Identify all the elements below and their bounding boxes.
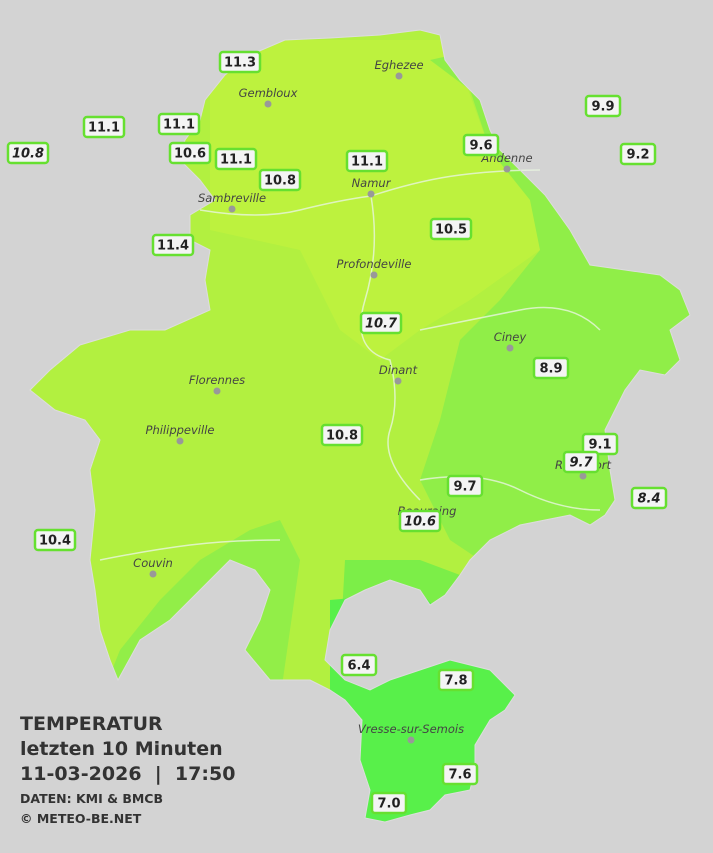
station-box [340, 653, 378, 677]
city-dot [367, 190, 375, 198]
station-value: 7.6 [448, 768, 471, 783]
station-box [532, 356, 570, 380]
city-label: Sambreville [198, 191, 266, 205]
station-value: 9.7 [569, 456, 593, 471]
city-dot [394, 377, 402, 385]
station-value: 10.5 [435, 223, 467, 238]
station-box [82, 115, 126, 139]
city-label: Profondeville [337, 257, 412, 271]
station-box [33, 528, 77, 552]
city-dot [503, 165, 511, 173]
city-dot [579, 472, 587, 480]
station-value: 11.1 [88, 121, 120, 136]
station-value: 10.8 [326, 429, 358, 444]
station-box [581, 432, 619, 456]
station-box [462, 133, 500, 157]
station-box [218, 50, 262, 74]
legend-title: TEMPERATUR [20, 713, 163, 735]
city-dot [506, 344, 514, 352]
station-value: 9.1 [588, 438, 611, 453]
station-value: 10.4 [39, 534, 71, 549]
station-value: 9.7 [453, 480, 476, 495]
station-box [619, 142, 657, 166]
city-dot [149, 570, 157, 578]
station-value: 8.9 [539, 362, 562, 377]
station-value: 11.3 [224, 56, 256, 71]
city-dot [370, 271, 378, 279]
stations: 11.3 11.1 11.1 10.8 10.6 11.1 10.8 11.1 9.6 9.9 9.… [6, 50, 668, 815]
city-dot [407, 736, 415, 744]
city-label: Dinant [379, 363, 418, 377]
station-value: 8.4 [637, 492, 660, 507]
station-value: 11.1 [351, 155, 383, 170]
city-label: Vresse-sur-Semois [358, 722, 464, 736]
station-box [437, 668, 475, 692]
river [419, 306, 601, 331]
station-box [446, 474, 484, 498]
station-value: 6.4 [347, 659, 370, 674]
station-box [370, 791, 408, 815]
station-box [429, 217, 473, 241]
station-value: 9.9 [591, 100, 614, 115]
zone-warmest [210, 40, 540, 360]
legend: TEMPERATUR letzten 10 Minuten 11-03-2026… [20, 713, 235, 826]
station-box [345, 149, 389, 173]
station-value: 11.4 [157, 239, 189, 254]
station-box [359, 311, 403, 335]
city-dot [213, 387, 221, 395]
station-value: 7.0 [377, 797, 400, 812]
station-box [168, 141, 212, 165]
station-value: 9.6 [469, 139, 492, 154]
city-label: Florennes [189, 373, 245, 387]
station-box [584, 94, 622, 118]
station-box [6, 141, 50, 165]
station-value: 11.1 [163, 118, 195, 133]
station-box [320, 423, 364, 447]
station-box [398, 509, 442, 533]
city-label: Namur [352, 176, 392, 190]
legend-datetime: 11-03-2026 | 17:50 [20, 763, 235, 785]
legend-source: DATEN: KMI & BMCB [20, 791, 163, 806]
city-label: Eghezee [374, 58, 423, 72]
station-box [157, 112, 201, 136]
city-label: Ciney [494, 330, 527, 344]
station-box [630, 486, 668, 510]
station-value: 9.2 [626, 148, 649, 163]
city-dot [264, 100, 272, 108]
station-box [562, 450, 600, 474]
city-dot [176, 437, 184, 445]
river [99, 539, 281, 561]
river-meuse [360, 195, 421, 501]
station-value: 10.8 [12, 147, 44, 162]
station-value: 11.1 [220, 153, 252, 168]
legend-copyright: © METEO-BE.NET [20, 811, 142, 826]
city-label: Couvin [133, 556, 173, 570]
city-label: Gembloux [239, 86, 298, 100]
city-dot [228, 205, 236, 213]
station-value: 10.6 [404, 515, 436, 530]
station-box [214, 147, 258, 171]
city-dot [395, 72, 403, 80]
station-value: 10.7 [365, 317, 398, 332]
legend-period: letzten 10 Minuten [20, 738, 223, 760]
station-box [151, 233, 195, 257]
station-box [258, 168, 302, 192]
station-value: 7.8 [444, 674, 467, 689]
cities: EghezeeGemblouxAndenneNamurSambrevillePr… [133, 58, 612, 744]
city-label: Philippeville [146, 423, 215, 437]
station-value: 10.6 [174, 147, 206, 162]
station-value: 10.8 [264, 174, 296, 189]
station-box [441, 762, 479, 786]
